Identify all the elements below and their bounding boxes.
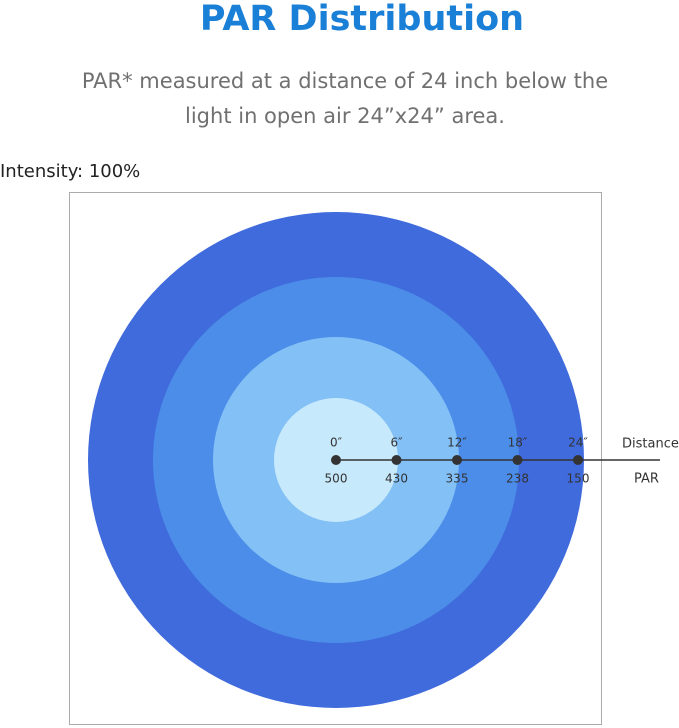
- intensity: Intensity: 100%: [0, 161, 140, 182]
- distance-value: 12″: [447, 436, 467, 450]
- subtitle-line: PAR* measured at a distance of 24 inch b…: [82, 69, 608, 93]
- par-value: 150: [567, 472, 590, 486]
- point: [573, 455, 583, 465]
- par-value: 335: [446, 472, 469, 486]
- point: [512, 455, 523, 465]
- title: PAR Distribution: [200, 0, 524, 39]
- distance-value: 18″: [508, 436, 528, 450]
- point: [331, 455, 341, 465]
- subtitle-line: light in open air 24”x24” area.: [185, 104, 505, 128]
- par-value: 430: [385, 472, 408, 486]
- par-value: 500: [325, 472, 348, 486]
- distance-value: 24″: [568, 436, 588, 450]
- point: [452, 455, 462, 465]
- distance-label: Distance: [622, 437, 679, 452]
- distance-value: 0″: [330, 436, 343, 450]
- frame: [69, 192, 602, 725]
- point: [391, 455, 402, 465]
- distance-value: 6″: [390, 436, 403, 450]
- par-value: 238: [506, 472, 529, 486]
- par-label: PAR: [634, 472, 659, 487]
